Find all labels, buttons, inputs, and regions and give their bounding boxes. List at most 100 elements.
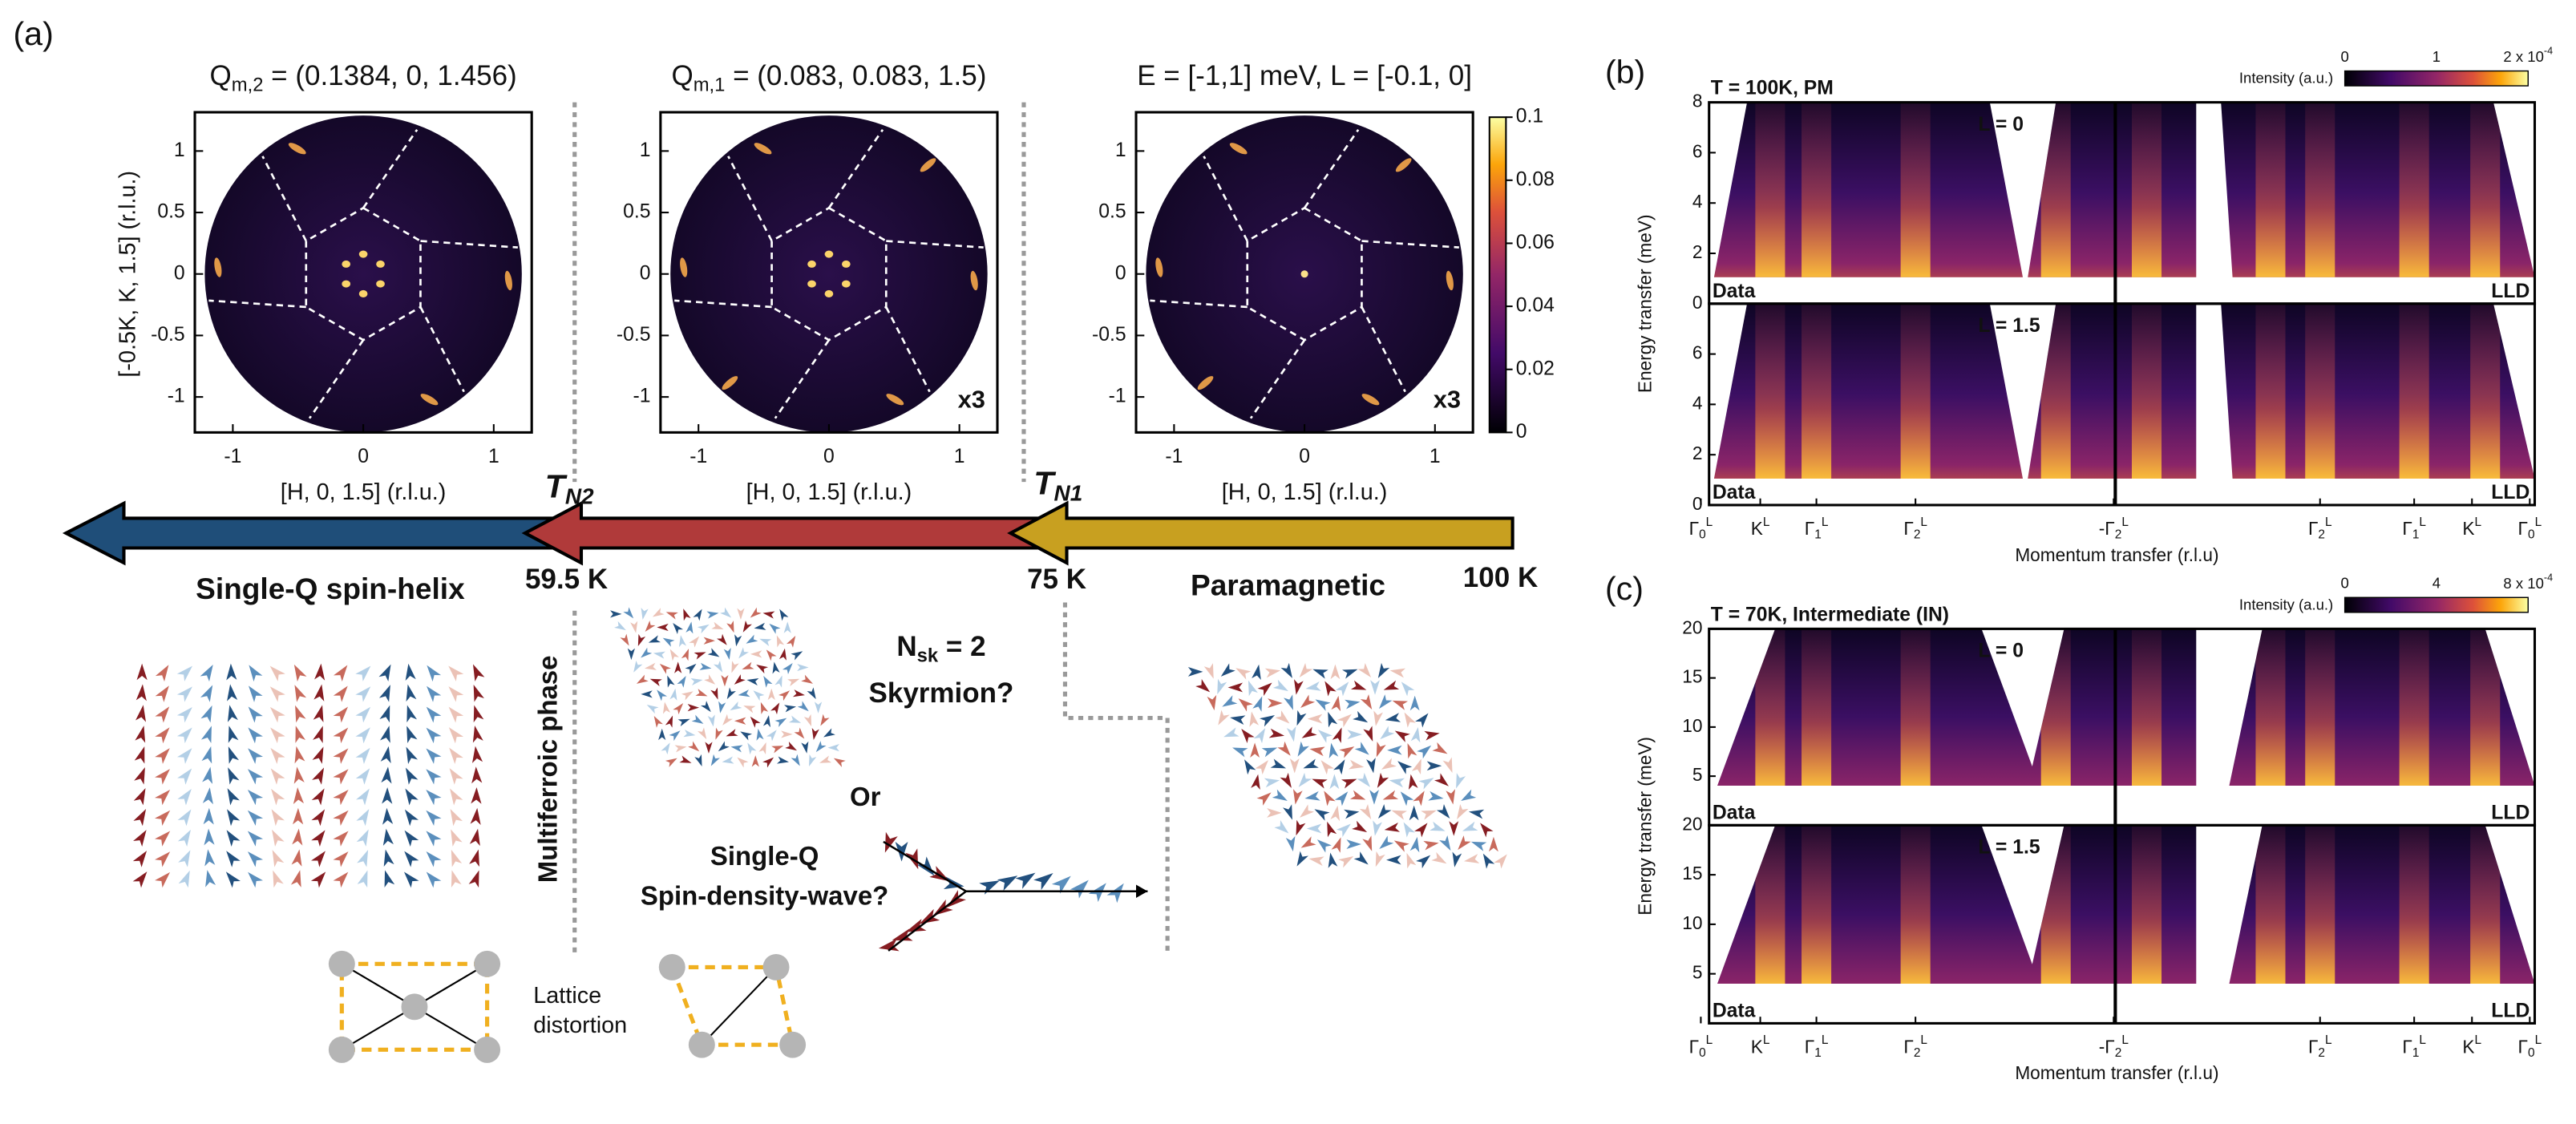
spin <box>155 789 171 806</box>
spin <box>627 648 636 661</box>
intensity-streak <box>2305 825 2335 985</box>
spin <box>1252 664 1261 681</box>
x-tick-label-part: L <box>2325 1033 2332 1047</box>
spin <box>226 851 241 867</box>
spin <box>742 620 752 633</box>
spin <box>1370 680 1380 695</box>
spin <box>269 665 285 681</box>
spot <box>1300 270 1308 278</box>
y-tick-label: 0 <box>640 262 651 284</box>
spin <box>1401 681 1415 697</box>
phase-name-part: = 2 <box>938 631 985 662</box>
spin <box>200 705 212 723</box>
spin <box>1316 839 1332 853</box>
spin <box>426 851 442 867</box>
spin <box>1331 695 1341 712</box>
spin <box>333 769 349 785</box>
spin <box>1373 820 1382 836</box>
spin <box>356 809 370 827</box>
y-tick-label: 6 <box>1692 342 1703 363</box>
spin <box>450 808 463 827</box>
spin <box>1330 664 1341 680</box>
spin <box>1338 855 1354 868</box>
spin <box>333 748 349 764</box>
spin <box>1312 669 1328 679</box>
colorbar-tick-label-part: -4 <box>2544 46 2553 57</box>
spin <box>406 684 417 702</box>
x-tick-label-part: -Γ <box>2099 1036 2115 1057</box>
y-tick-label: 15 <box>1682 666 1702 687</box>
spin <box>667 675 675 688</box>
spin <box>1421 810 1437 820</box>
spin <box>1277 741 1291 756</box>
spin <box>997 875 1018 892</box>
spin <box>1300 694 1316 708</box>
spin <box>380 746 391 764</box>
spin <box>742 661 754 670</box>
spin <box>1417 745 1432 759</box>
x-tick-label-part: Γ <box>2402 518 2412 539</box>
x-tick-label: 1 <box>1430 446 1441 467</box>
spin <box>740 731 753 741</box>
colorbar-tick-label: 4 <box>2432 575 2441 592</box>
atom <box>401 993 428 1021</box>
colorbar-tick-label: 0 <box>1516 421 1527 443</box>
spin <box>1350 680 1367 690</box>
colorbar-tick-label: 2 x 10-4 <box>2503 46 2553 65</box>
intensity-streak <box>2040 825 2071 985</box>
spot <box>824 250 834 258</box>
intensity-streak <box>2040 303 2071 479</box>
atom <box>328 950 355 977</box>
spin <box>801 741 809 754</box>
scale-note: x3 <box>958 385 985 413</box>
spin <box>155 851 171 867</box>
spin <box>1300 836 1316 848</box>
x-tick-label-part: L <box>1763 516 1770 529</box>
spin <box>248 727 263 744</box>
spin <box>662 637 675 647</box>
spin <box>1377 662 1390 678</box>
spin <box>1253 728 1266 744</box>
spin <box>766 649 777 661</box>
spin <box>333 727 349 744</box>
intensity-streak <box>2399 825 2429 985</box>
spot <box>920 158 936 172</box>
spin <box>1304 790 1320 801</box>
map-title: Qm,1 = (0.083, 0.083, 1.5) <box>671 60 986 96</box>
spin <box>737 608 745 621</box>
y-tick-label: 10 <box>1682 912 1702 933</box>
spin <box>1289 758 1300 774</box>
spin <box>1309 746 1325 757</box>
subpanel-tag: LLD <box>2491 802 2529 823</box>
map: -1 0 1 1 0.5 0 -0.5 -1 <box>1092 111 1474 467</box>
arrow-para <box>1007 500 1514 566</box>
spin <box>759 638 772 646</box>
spin <box>247 769 264 785</box>
spin <box>1317 730 1332 743</box>
spin <box>290 870 301 887</box>
connector: Or <box>850 782 881 811</box>
x-tick-label-part: Γ <box>1903 1036 1913 1057</box>
x-tick-label-part: 2 <box>2115 1046 2122 1060</box>
spin <box>762 611 775 619</box>
spin <box>658 728 666 741</box>
spin <box>690 677 703 686</box>
spin <box>155 871 171 888</box>
spin <box>1389 778 1405 788</box>
zone-boundary <box>727 156 773 242</box>
spin <box>698 727 707 740</box>
spin <box>450 788 463 806</box>
spin <box>1106 883 1124 904</box>
arrow-intermediate <box>521 500 1059 566</box>
spin <box>653 716 663 728</box>
intensity-streak <box>1900 303 1931 479</box>
spin <box>293 807 304 825</box>
spin <box>678 635 687 648</box>
intensity-streak <box>1755 303 1785 479</box>
spin <box>405 767 419 785</box>
spin <box>695 689 708 697</box>
spot <box>824 289 834 297</box>
arrow-helix <box>62 500 564 566</box>
spin <box>703 637 716 645</box>
spin <box>1411 758 1421 774</box>
